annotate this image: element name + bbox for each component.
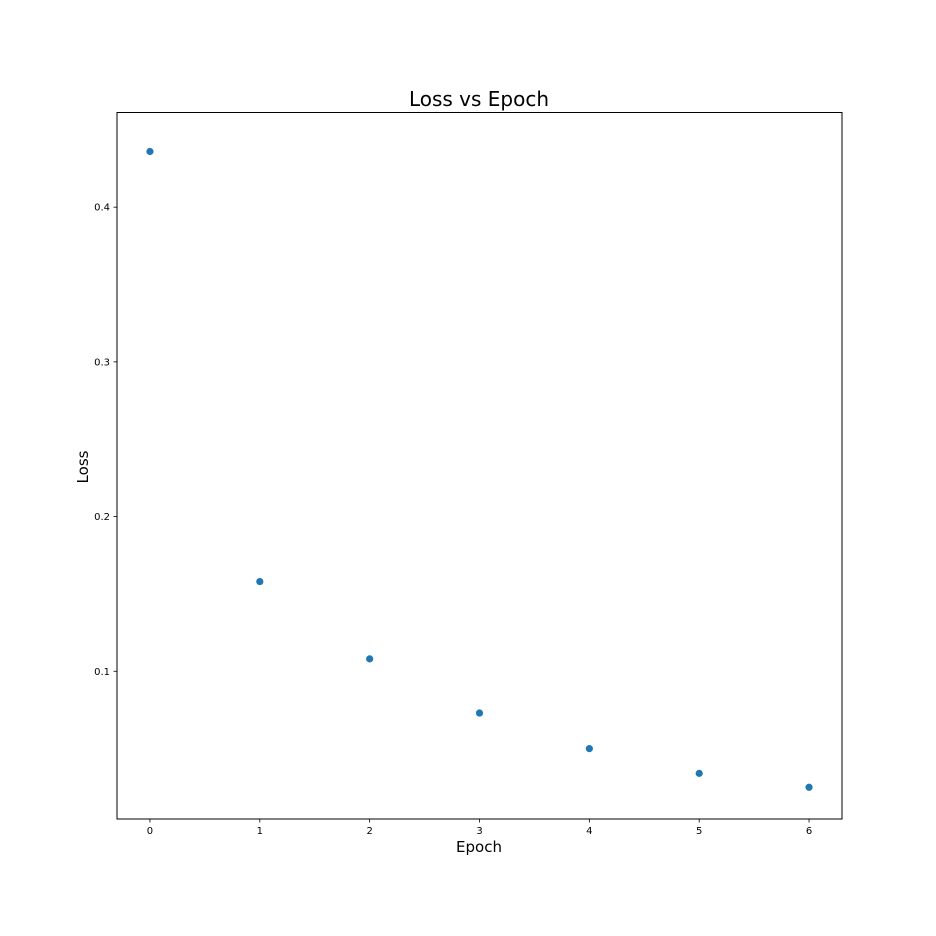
data-point: [146, 147, 154, 156]
chart-title: Loss vs Epoch: [409, 87, 549, 111]
x-tick-label: 4: [586, 826, 592, 837]
y-tick-label: 0.4: [94, 203, 110, 214]
x-tick-label: 5: [696, 826, 702, 837]
x-tick-label: 3: [476, 826, 482, 837]
x-tick-label: 1: [257, 826, 263, 837]
y-axis-label: Loss: [74, 450, 92, 483]
data-point: [585, 745, 593, 753]
data-point: [366, 655, 374, 663]
y-tick-label: 0.3: [94, 357, 110, 368]
data-point: [256, 577, 264, 586]
y-tick-label: 0.2: [94, 512, 110, 523]
x-axis-label: Epoch: [456, 838, 502, 856]
data-point: [805, 783, 813, 791]
data-point: [695, 769, 703, 777]
x-axis-ticks: 0 1 2 3 4 5 6: [147, 819, 812, 837]
x-tick-label: 6: [806, 826, 812, 837]
y-tick-label: 0.1: [94, 667, 110, 678]
scatter-points: [146, 147, 813, 791]
data-point: [475, 709, 484, 717]
plot-area: [116, 112, 843, 820]
x-tick-label: 2: [366, 826, 372, 837]
y-axis-ticks: 0.1 0.2 0.3 0.4: [94, 203, 117, 678]
x-tick-label: 0: [147, 826, 153, 837]
